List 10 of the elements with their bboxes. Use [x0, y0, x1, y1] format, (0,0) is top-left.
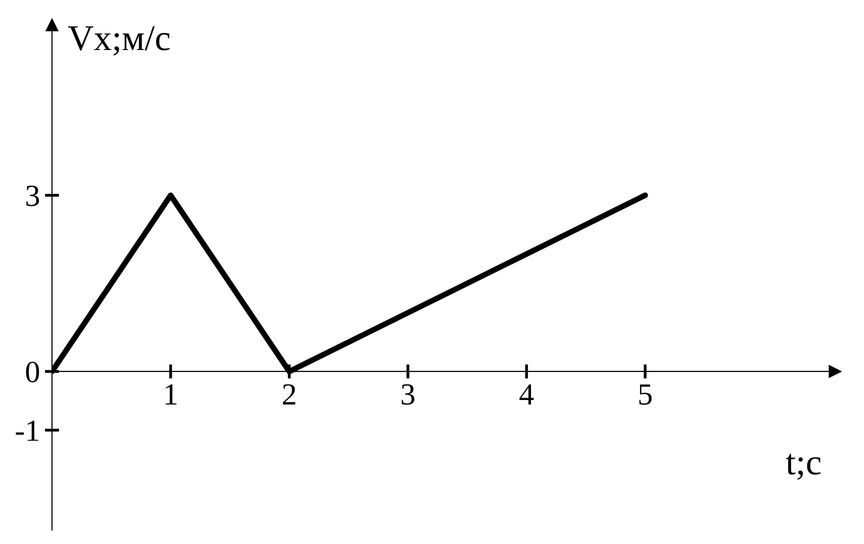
x-axis-title: t;с — [786, 454, 821, 480]
y-tick-label: 0 — [26, 362, 40, 382]
x-tick-label: 4 — [520, 384, 534, 404]
y-tick-label: 3 — [26, 186, 39, 206]
x-tick-label: 5 — [639, 384, 652, 405]
x-tick-label: 1 — [166, 384, 176, 404]
y-axis-title: Vx;м/с — [68, 26, 170, 56]
x-tick-label: 3 — [402, 384, 414, 405]
y-tick-label: -1 — [16, 420, 38, 441]
x-tick-label: 2 — [282, 384, 296, 404]
